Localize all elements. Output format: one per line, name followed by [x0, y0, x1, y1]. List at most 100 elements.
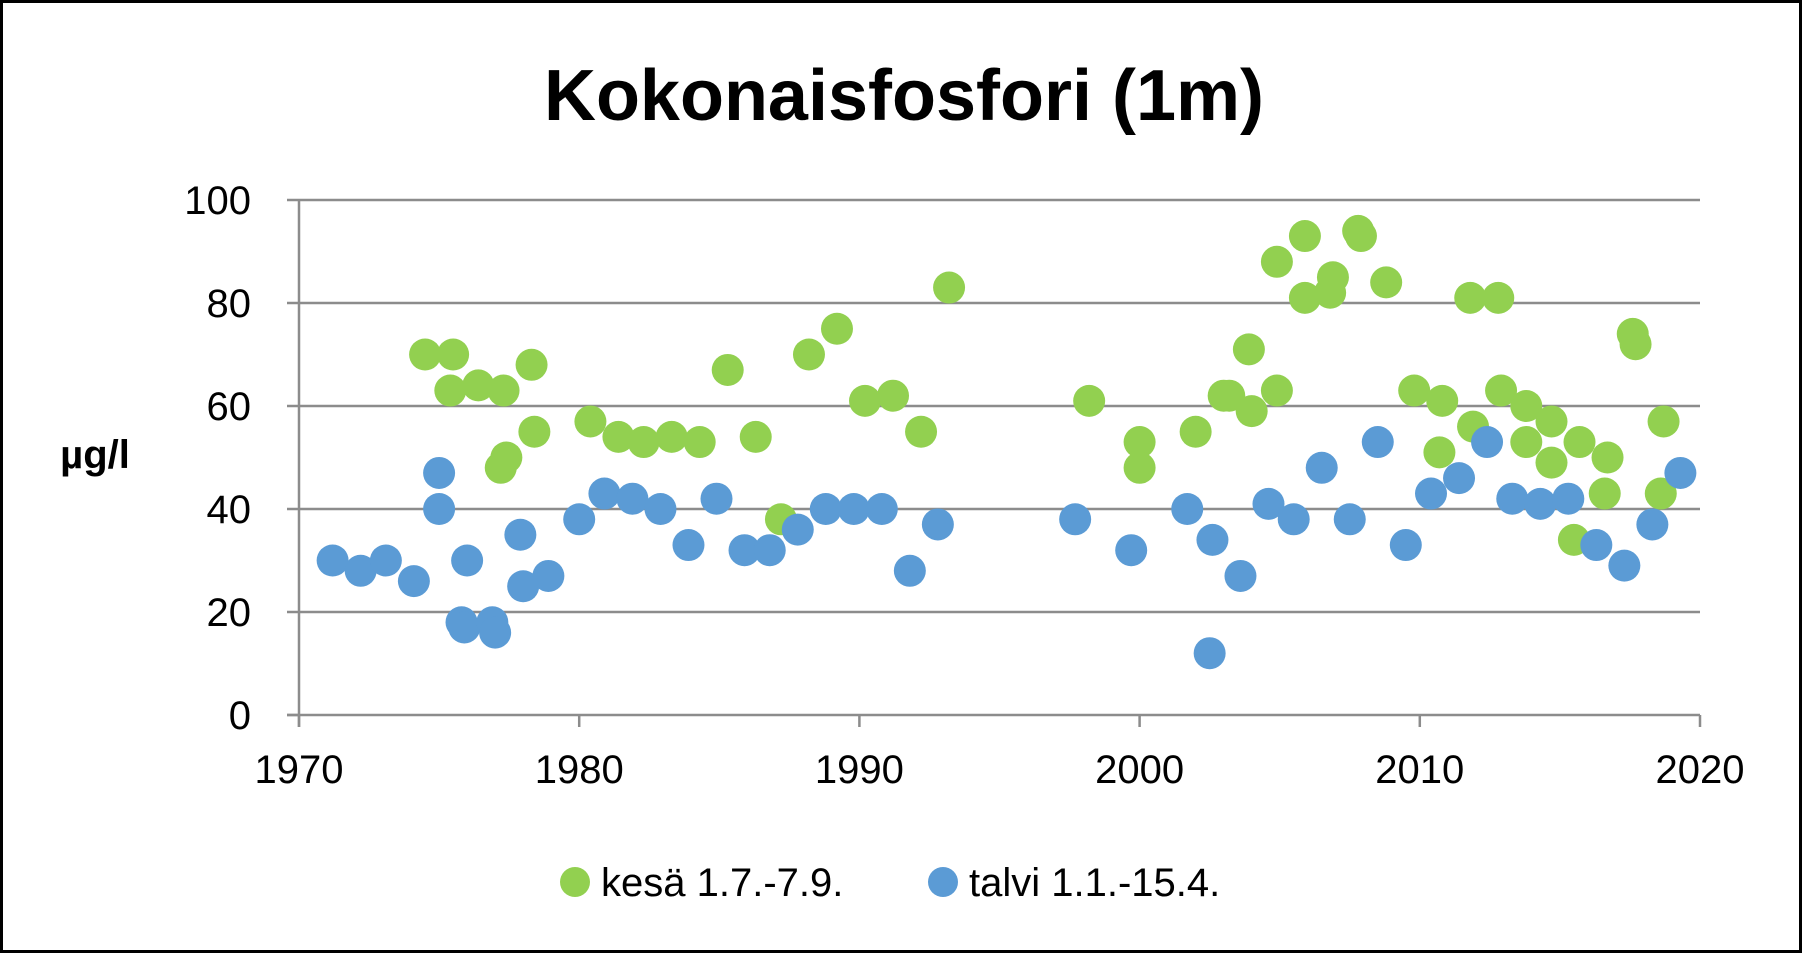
data-point — [1196, 523, 1229, 556]
data-point — [1123, 451, 1156, 484]
data-point — [739, 420, 772, 453]
legend-label: talvi 1.1.-15.4. — [969, 861, 1220, 905]
x-tick-label: 1970 — [255, 748, 344, 792]
y-tick-label: 100 — [184, 179, 251, 223]
data-point — [1224, 559, 1257, 592]
data-point — [316, 544, 349, 577]
data-point — [1260, 245, 1293, 278]
data-point — [1443, 462, 1476, 495]
data-point — [1580, 529, 1613, 562]
data-point — [644, 493, 677, 525]
data-point — [1426, 384, 1459, 417]
x-tick-label: 1980 — [535, 748, 624, 792]
data-point — [1314, 276, 1347, 309]
data-point — [728, 534, 761, 567]
data-point — [792, 338, 825, 371]
data-point — [711, 353, 744, 386]
data-point — [484, 451, 517, 484]
data-point — [1389, 529, 1422, 562]
data-point — [700, 482, 733, 515]
data-point — [437, 338, 470, 371]
data-point — [1415, 477, 1448, 510]
data-point — [1510, 390, 1543, 422]
data-point — [1260, 374, 1293, 407]
data-point — [683, 426, 716, 459]
data-point — [448, 611, 481, 644]
y-tick-labels: 0 20 40 60 80 100 — [184, 179, 251, 738]
y-tick-label: 0 — [229, 694, 251, 738]
data-point — [1171, 493, 1204, 525]
data-point — [423, 456, 456, 489]
data-point — [602, 420, 635, 453]
data-point — [1123, 426, 1156, 459]
grid-lines — [299, 198, 1700, 614]
data-point — [1524, 487, 1557, 520]
data-point — [1535, 405, 1568, 438]
data-point — [849, 384, 882, 417]
data-point — [515, 348, 548, 381]
data-point — [1115, 534, 1148, 567]
data-point — [1305, 451, 1338, 484]
data-point — [877, 379, 910, 412]
data-point — [672, 529, 705, 562]
y-tick-label: 80 — [207, 282, 252, 326]
data-point — [588, 477, 621, 510]
data-point — [1193, 637, 1226, 670]
data-point — [409, 338, 442, 371]
data-point — [504, 518, 537, 551]
data-series — [316, 214, 1697, 670]
axes — [287, 198, 1702, 727]
series-0 — [409, 214, 1680, 556]
data-point — [451, 544, 484, 577]
data-point — [1277, 503, 1310, 536]
data-point — [507, 570, 540, 603]
data-point — [1370, 266, 1403, 299]
data-point — [1471, 426, 1504, 459]
data-point — [1179, 415, 1212, 448]
data-point — [1535, 446, 1568, 479]
data-point — [1636, 508, 1669, 541]
data-point — [1563, 426, 1596, 459]
data-point — [397, 565, 430, 598]
data-point — [1333, 503, 1366, 536]
data-point — [820, 312, 853, 345]
data-point — [753, 534, 786, 567]
data-point — [1482, 281, 1515, 314]
data-point — [1423, 436, 1456, 469]
data-point — [487, 374, 520, 407]
data-point — [1235, 395, 1268, 428]
data-point — [1361, 426, 1394, 459]
y-tick-label: 40 — [207, 488, 252, 532]
data-point — [1073, 384, 1106, 417]
series-1 — [316, 426, 1697, 670]
data-point — [423, 493, 456, 525]
data-point — [1496, 482, 1529, 515]
data-point — [1608, 549, 1641, 582]
data-point — [369, 544, 402, 577]
data-point — [1232, 333, 1265, 366]
data-point — [893, 554, 926, 587]
x-tick-label: 2020 — [1656, 748, 1745, 792]
data-point — [1213, 379, 1246, 412]
data-point — [809, 493, 842, 525]
data-point — [1591, 441, 1624, 474]
data-point — [532, 559, 565, 592]
data-point — [1398, 374, 1431, 407]
y-tick-label: 60 — [207, 385, 252, 429]
legend-label: kesä 1.7.-7.9. — [601, 861, 843, 905]
data-point — [1059, 503, 1092, 536]
data-point — [1588, 477, 1621, 510]
data-point — [781, 513, 814, 546]
data-point — [344, 554, 377, 587]
data-point — [865, 493, 898, 525]
data-point — [574, 405, 607, 438]
data-point — [462, 369, 495, 402]
data-point — [479, 616, 512, 649]
data-point — [434, 374, 467, 407]
data-point — [1619, 328, 1652, 361]
data-point — [1344, 220, 1377, 253]
x-tick-label: 2010 — [1375, 748, 1464, 792]
data-point — [1454, 281, 1487, 314]
